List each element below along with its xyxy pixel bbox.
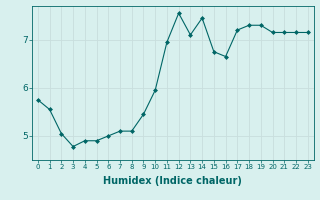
X-axis label: Humidex (Indice chaleur): Humidex (Indice chaleur) (103, 176, 242, 186)
